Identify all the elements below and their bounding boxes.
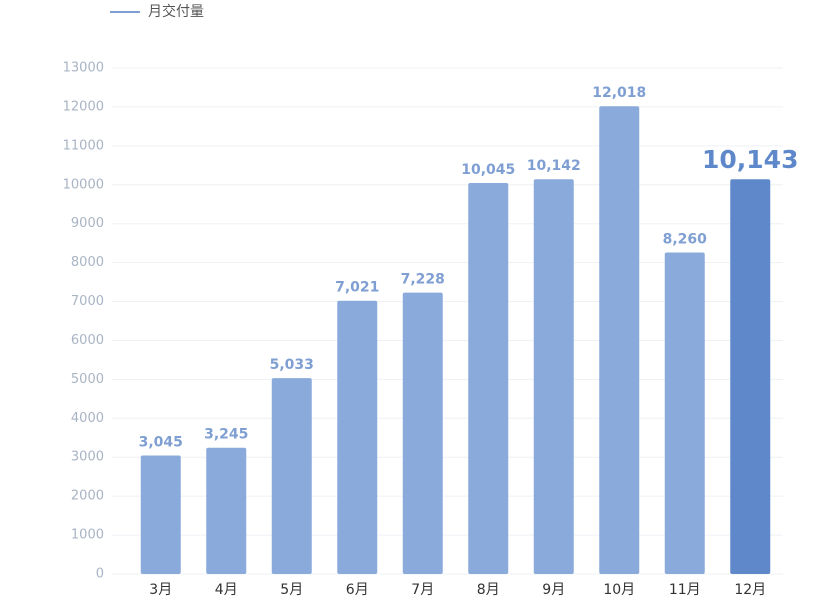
y-tick-label: 4000: [71, 411, 104, 426]
x-tick-label: 10月: [603, 582, 635, 598]
value-label: 10,045: [461, 162, 515, 178]
bar: [206, 447, 247, 574]
value-label: 5,033: [270, 357, 314, 373]
y-tick-label: 10000: [63, 177, 104, 192]
y-tick-label: 8000: [71, 255, 104, 270]
y-tick-label: 1000: [71, 528, 104, 543]
bar: [468, 183, 509, 574]
bar: [140, 455, 181, 574]
x-tick-label: 9月: [542, 582, 565, 598]
value-label: 3,045: [139, 434, 183, 450]
y-tick-label: 5000: [71, 372, 104, 387]
value-label: 3,245: [204, 427, 248, 443]
value-label: 12,018: [592, 85, 646, 101]
x-tick-label: 8月: [477, 582, 500, 598]
value-label: 10,142: [527, 158, 581, 174]
y-tick-label: 9000: [71, 216, 104, 231]
value-label: 8,260: [663, 231, 708, 247]
y-tick-label: 7000: [71, 294, 104, 309]
y-tick-label: 3000: [71, 450, 104, 465]
x-tick-label: 11月: [669, 582, 701, 598]
x-tick-label: 3月: [149, 582, 172, 598]
x-tick-label: 6月: [346, 582, 369, 598]
y-tick-label: 2000: [71, 489, 104, 504]
legend-label: 月交付量: [148, 3, 204, 20]
y-tick-label: 6000: [71, 333, 104, 348]
x-tick-label: 7月: [411, 582, 434, 598]
bar: [730, 179, 771, 574]
bar: [599, 106, 640, 574]
y-tick-label: 13000: [63, 61, 104, 76]
y-tick-label: 12000: [63, 99, 104, 114]
y-tick-label: 11000: [63, 138, 104, 153]
value-label: 7,021: [335, 280, 379, 296]
bar: [271, 378, 312, 574]
bar: [337, 300, 378, 574]
value-label: 10,143: [702, 145, 798, 174]
x-tick-label: 5月: [280, 582, 303, 598]
x-tick-label: 4月: [215, 582, 238, 598]
bar: [664, 252, 705, 574]
value-label: 7,228: [401, 272, 445, 288]
bar: [533, 179, 574, 574]
x-tick-label: 12月: [734, 582, 766, 598]
bar: [402, 292, 443, 574]
y-tick-label: 0: [96, 567, 104, 582]
